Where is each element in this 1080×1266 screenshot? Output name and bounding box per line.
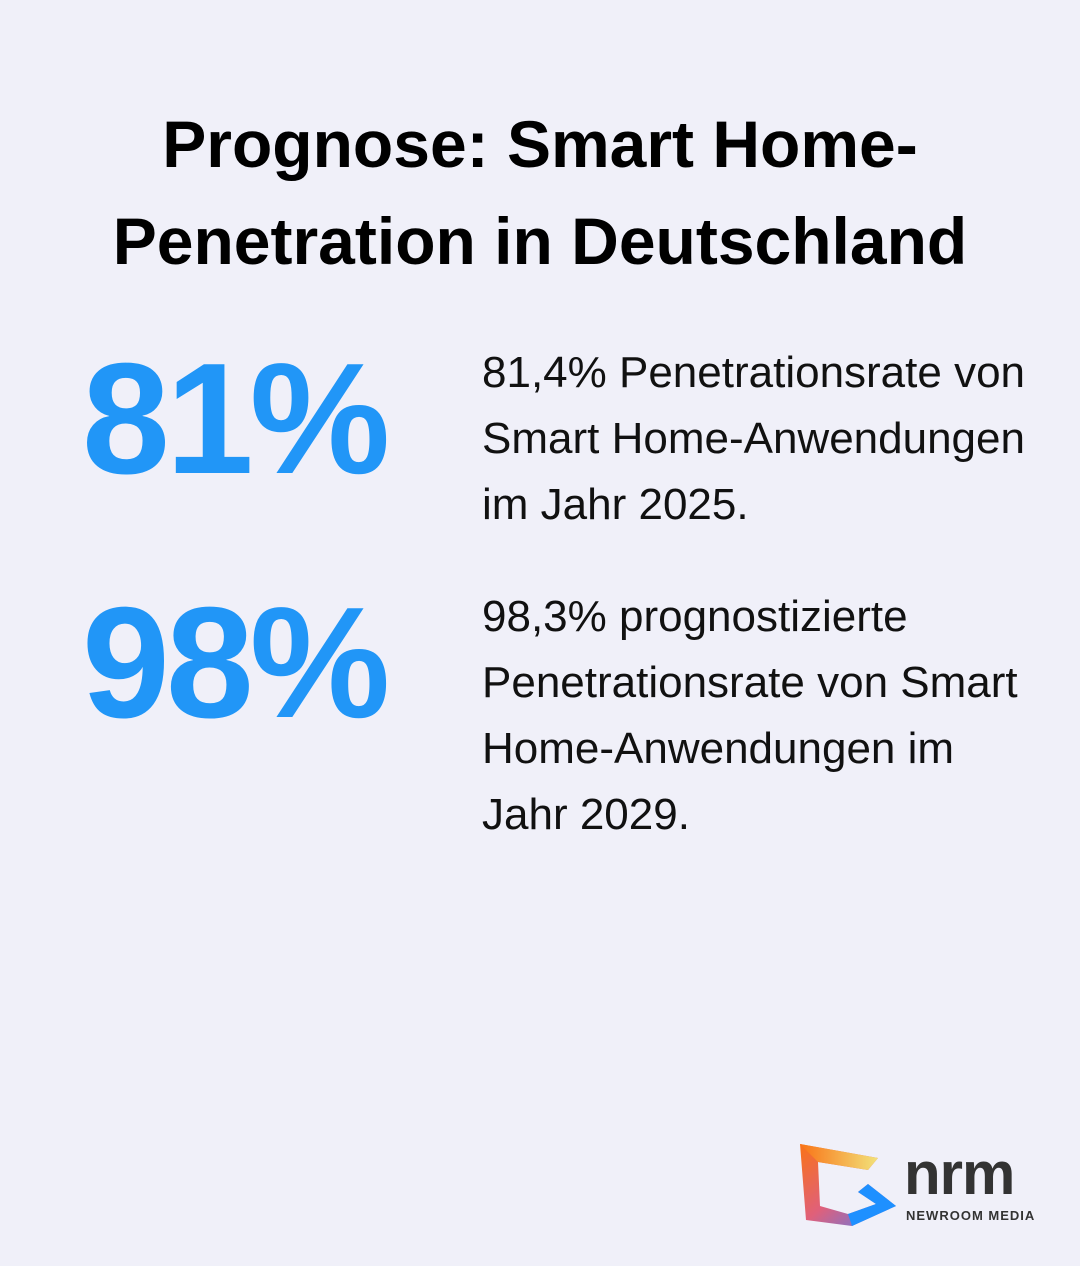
- content: Prognose: Smart Home-Penetration in Deut…: [0, 107, 1080, 848]
- stat-value: 98%: [82, 575, 390, 751]
- logo: nrm NEWROOM MEDIA: [798, 1144, 1058, 1234]
- stat-value: 81%: [82, 331, 390, 507]
- stat-description: 98,3% prognostizierte Penetrationsrate v…: [482, 592, 1018, 839]
- stat-2025: 81% 81,4% Penetrationsrate von Smart Hom…: [0, 340, 1080, 538]
- logo-subtitle: NEWROOM MEDIA: [906, 1208, 1036, 1223]
- logo-mark-icon: [800, 1144, 896, 1226]
- stat-description: 81,4% Penetrationsrate von Smart Home-An…: [482, 348, 1026, 529]
- stat-2029: 98% 98,3% prognostizierte Penetrationsra…: [0, 584, 1080, 848]
- page-title: Prognose: Smart Home-Penetration in Deut…: [112, 107, 968, 278]
- logo-text: nrm: [904, 1140, 1015, 1207]
